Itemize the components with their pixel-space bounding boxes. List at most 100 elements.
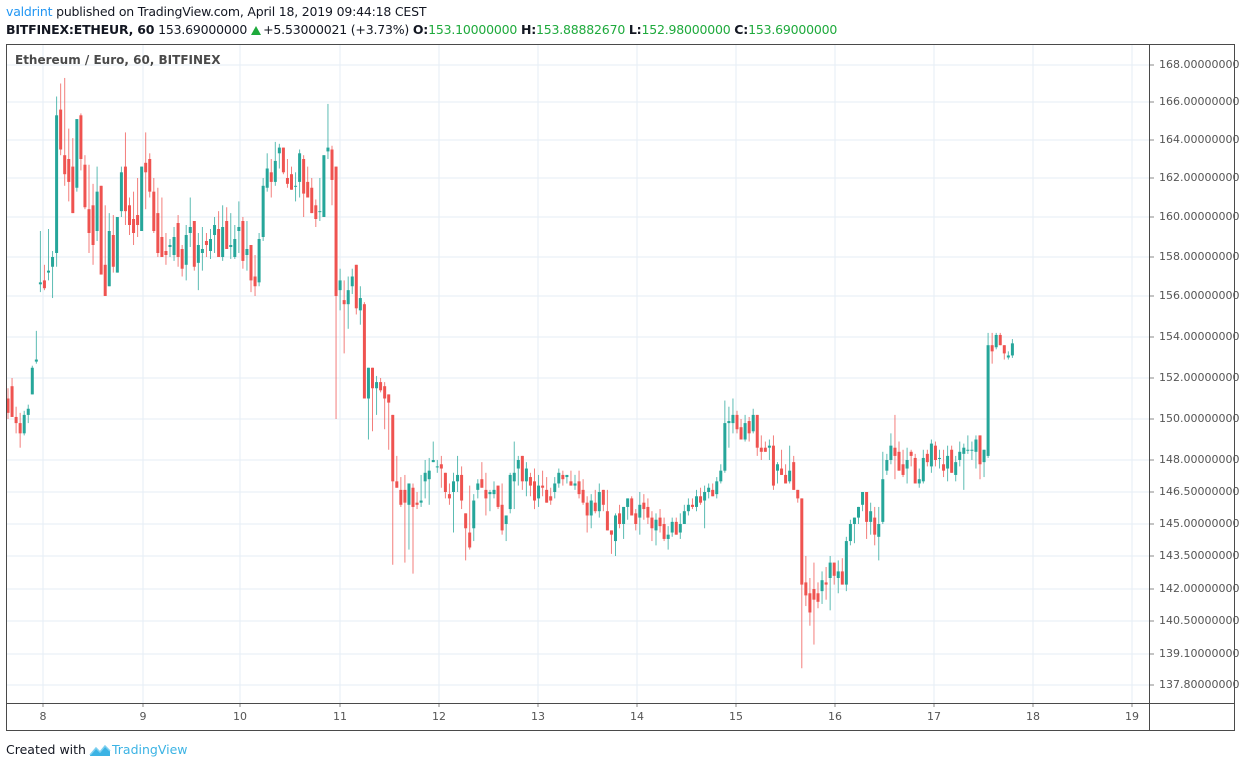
- candle-up: [946, 455, 950, 469]
- candle-up: [974, 439, 978, 452]
- candle-up: [504, 515, 508, 524]
- candle-up: [366, 367, 370, 399]
- candle-up: [852, 517, 856, 524]
- publish-info: valdrint published on TradingView.com, A…: [6, 4, 426, 19]
- candle-down: [601, 489, 605, 505]
- candle-up: [820, 580, 824, 592]
- candle-down: [699, 496, 703, 503]
- candle-up: [245, 249, 249, 255]
- candle-down: [800, 498, 804, 585]
- candle-up: [326, 147, 330, 152]
- candle-down: [605, 511, 609, 531]
- high-value: 153.88882670: [536, 22, 626, 37]
- candle-up: [715, 481, 719, 495]
- candle-down: [285, 178, 289, 184]
- candle-up: [423, 472, 427, 482]
- candle-down: [549, 496, 553, 501]
- candle-down: [71, 166, 75, 214]
- candle-down: [1002, 345, 1006, 354]
- candle-down: [561, 474, 565, 480]
- candle-down: [496, 485, 500, 507]
- price-axis-label: 152.00000000: [1159, 371, 1240, 384]
- candle-up: [200, 249, 204, 253]
- candle-down: [865, 492, 869, 522]
- candle-down: [371, 367, 374, 389]
- price-axis-label: 156.00000000: [1159, 289, 1240, 302]
- candle-up: [828, 562, 832, 578]
- candle-down: [111, 235, 115, 267]
- candle-up: [723, 423, 727, 471]
- candle-down: [796, 489, 800, 499]
- time-axis-label: 13: [531, 710, 545, 723]
- price-axis-label: 160.00000000: [1159, 210, 1240, 223]
- candle-down: [439, 464, 443, 469]
- price-axis-label: 143.50000000: [1159, 549, 1240, 562]
- candle-down: [391, 414, 395, 482]
- symbol-label: BITFINEX:ETHEUR, 60: [6, 22, 155, 37]
- chart-frame: [6, 44, 1235, 731]
- candle-down: [123, 166, 127, 212]
- candle-up: [731, 414, 735, 424]
- candle-down: [395, 481, 399, 488]
- candle-up: [273, 160, 277, 182]
- candle-down: [780, 468, 784, 475]
- candle-up: [55, 115, 59, 253]
- candle-down: [334, 166, 338, 296]
- candle-up: [26, 408, 30, 415]
- candle-down: [630, 498, 634, 516]
- publisher-link[interactable]: valdrint: [6, 4, 53, 19]
- open-label: O:: [412, 22, 429, 37]
- time-axis-label: 15: [729, 710, 743, 723]
- candle-down: [99, 185, 103, 275]
- candle-up: [492, 489, 496, 495]
- candle-down: [873, 517, 877, 535]
- time-axis-label: 17: [927, 710, 941, 723]
- candle-up: [626, 498, 630, 507]
- candle-down: [484, 489, 488, 499]
- candle-up: [47, 270, 50, 273]
- candle-down: [217, 229, 221, 257]
- candle-up: [597, 492, 601, 512]
- candle-down: [136, 215, 140, 225]
- candle-down: [362, 304, 366, 399]
- candle-down: [460, 474, 464, 501]
- candle-down: [132, 219, 136, 233]
- candle-down: [545, 489, 549, 503]
- candle-down: [152, 191, 156, 231]
- candle-up: [986, 345, 990, 456]
- candle-down: [480, 479, 484, 488]
- candle-up: [431, 460, 435, 463]
- tradingview-brand-link[interactable]: TradingView: [111, 742, 188, 757]
- candle-up: [1010, 343, 1014, 356]
- candle-down: [990, 345, 994, 352]
- candle-down: [241, 221, 245, 261]
- price-axis-label: 164.00000000: [1159, 133, 1240, 146]
- candle-down: [792, 462, 796, 490]
- candle-down: [148, 159, 152, 192]
- candle-down: [156, 213, 160, 253]
- candle-down: [913, 457, 917, 484]
- price-axis-label: 139.10000000: [1159, 647, 1240, 660]
- candle-down: [569, 481, 573, 486]
- candle-up: [966, 449, 970, 451]
- candle-up: [375, 382, 379, 389]
- candle-down: [79, 115, 83, 159]
- footer: Created with TradingView: [6, 742, 188, 757]
- candle-down: [909, 451, 913, 456]
- candle-down: [354, 264, 358, 309]
- price-axis-label: 162.00000000: [1159, 171, 1240, 184]
- candle-down: [59, 109, 63, 150]
- candle-up: [678, 524, 682, 533]
- tradingview-logo-icon: [89, 744, 111, 756]
- candle-up: [573, 483, 577, 486]
- candle-up: [277, 147, 281, 154]
- candle-down: [415, 502, 419, 505]
- price-axis-label: 148.00000000: [1159, 453, 1240, 466]
- candle-down: [942, 464, 946, 471]
- candle-down: [447, 494, 451, 499]
- candle-down: [901, 464, 905, 475]
- candle-up: [237, 227, 241, 231]
- time-axis-label: 11: [333, 710, 347, 723]
- candle-up: [938, 457, 941, 459]
